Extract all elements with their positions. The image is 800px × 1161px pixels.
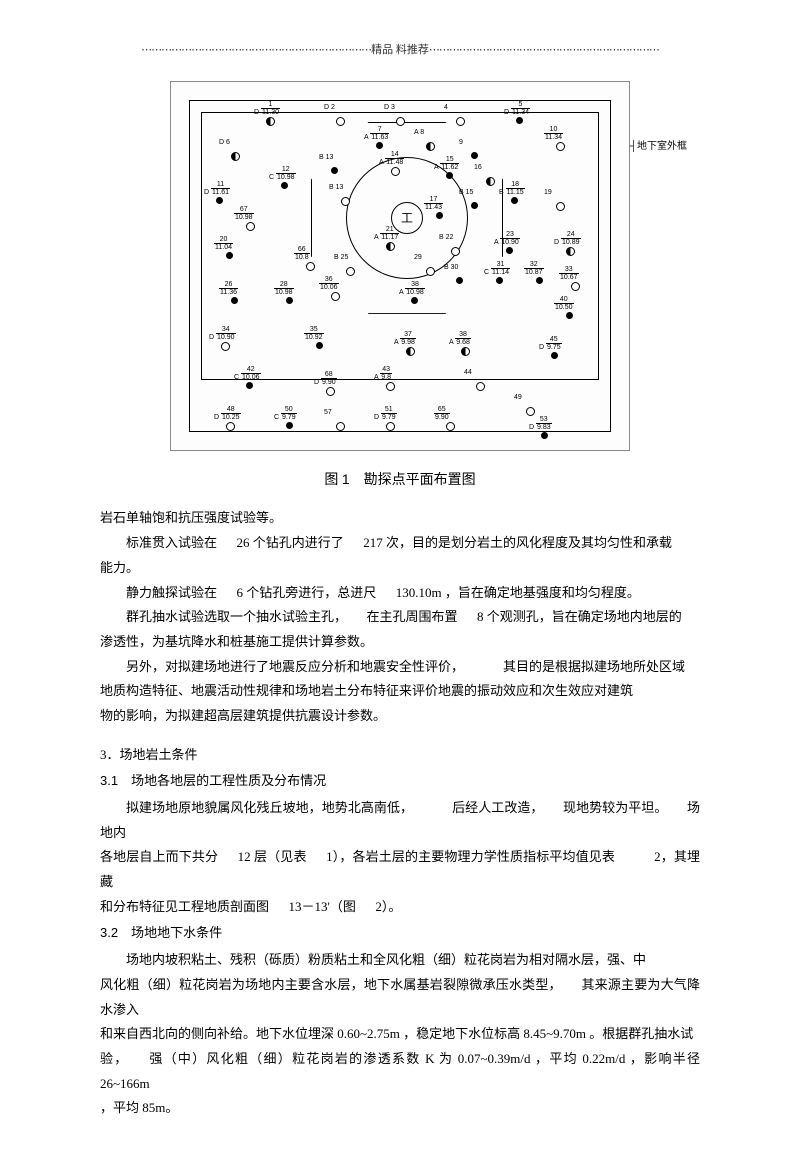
point-label: 2611.36 bbox=[219, 281, 238, 299]
text-line: 静力触探试验在6 个钻孔旁进行，总进尺130.10m ，旨在确定地基强度和均匀程… bbox=[100, 581, 700, 606]
point-label: D 3 bbox=[384, 101, 395, 114]
survey-point bbox=[476, 382, 485, 391]
text-line: 和分布特征见工程地质剖面图13－13'（图2）。 bbox=[100, 895, 700, 920]
survey-point bbox=[471, 152, 478, 159]
point-label: B 30 bbox=[444, 261, 458, 274]
point-label: 6610.8 bbox=[294, 246, 310, 264]
point-label: B 13 bbox=[319, 151, 333, 164]
point-label: 659.90 bbox=[434, 406, 450, 424]
point-label: D 2410.89 bbox=[554, 231, 581, 249]
survey-point bbox=[426, 267, 435, 276]
page-header: ⋯⋯⋯⋯⋯⋯⋯⋯⋯⋯⋯⋯⋯⋯⋯⋯⋯⋯⋯⋯⋯⋯⋯精品 料推荐⋯⋯⋯⋯⋯⋯⋯⋯⋯⋯⋯… bbox=[100, 40, 700, 61]
survey-point bbox=[331, 167, 338, 174]
point-label: C 3111.14 bbox=[484, 261, 510, 279]
text-line: 拟建场地原地貌属风化残丘坡地，地势北高南低，后经人工改造，现地势较为平坦。场地内 bbox=[100, 796, 700, 845]
survey-point bbox=[341, 197, 350, 206]
point-label: 3310.67 bbox=[559, 266, 579, 284]
point-label: B 22 bbox=[439, 231, 453, 244]
point-label: B 13 bbox=[329, 181, 343, 194]
survey-point bbox=[336, 422, 345, 431]
text-line: ，平均 85m。 bbox=[100, 1096, 700, 1121]
point-label: 16 bbox=[474, 161, 482, 174]
point-label: A 439.8 bbox=[374, 366, 392, 384]
point-label: D 459.75 bbox=[539, 336, 562, 354]
survey-point bbox=[456, 277, 463, 284]
survey-point bbox=[336, 117, 345, 126]
point-label: D 519.79 bbox=[374, 406, 397, 424]
section-3-1: 3.1 场地各地层的工程性质及分布情况 bbox=[100, 769, 700, 794]
point-label: 3610.06 bbox=[319, 276, 339, 294]
text-line: 标准贯入试验在26 个钻孔内进行了217 次，目的是划分岩土的风化程度及其均匀性… bbox=[100, 531, 700, 556]
section-3: 3．场地岩土条件 bbox=[100, 743, 700, 768]
survey-point bbox=[526, 407, 535, 416]
text-line: 岩石单轴饱和抗压强度试验等。 bbox=[100, 506, 700, 531]
point-label: 3510.92 bbox=[304, 326, 324, 344]
section-3-2: 3.2 场地地下水条件 bbox=[100, 921, 700, 946]
point-label: B 1811.15 bbox=[499, 181, 525, 199]
text-line: 物的影响，为拟建超高层建筑提供抗震设计参数。 bbox=[100, 704, 700, 729]
figure-1-plan: 工 ┤地下室外框 D 111.30D 2D 34D 511.34D 6A 711… bbox=[170, 81, 630, 451]
survey-point bbox=[471, 202, 478, 209]
text-line: 各地层自上而下共分12 层（见表1），各岩土层的主要物理力学性质指标平均值见表2… bbox=[100, 845, 700, 894]
point-label: 2810.98 bbox=[274, 281, 294, 299]
survey-point bbox=[426, 142, 435, 151]
survey-point bbox=[556, 202, 565, 211]
point-label: A 1411.48 bbox=[379, 151, 404, 169]
point-label: 1711.43 bbox=[424, 196, 443, 214]
point-label: A 2310.90 bbox=[494, 231, 520, 249]
point-label: 29 bbox=[414, 251, 422, 264]
survey-point bbox=[451, 247, 460, 256]
point-label: B 25 bbox=[334, 251, 348, 264]
text-line: 地质构造特征、地震活动性规律和场地岩土分布特征来评价地震的振动效应和次生效应对建… bbox=[100, 679, 700, 704]
point-label: 49 bbox=[514, 391, 522, 404]
point-label: A 389.68 bbox=[449, 331, 471, 349]
point-label: 57 bbox=[324, 406, 332, 419]
point-label: A 2111.17 bbox=[374, 226, 399, 244]
survey-point bbox=[486, 177, 495, 186]
survey-point bbox=[346, 267, 355, 276]
text-line: 能力。 bbox=[100, 556, 700, 581]
point-label: D 4810.25 bbox=[214, 406, 241, 424]
point-label: A 1511.62 bbox=[434, 156, 459, 174]
survey-point bbox=[231, 152, 240, 161]
point-label: 1011.34 bbox=[544, 126, 563, 144]
text-line: 另外，对拟建场地进行了地震反应分析和地震安全性评价，其目的是根据拟建场地所处区域 bbox=[100, 655, 700, 680]
point-label: A 8 bbox=[414, 126, 424, 139]
point-label: D 3410.90 bbox=[209, 326, 236, 344]
text-line: 渗透性，为基坑降水和桩基施工提供计算参数。 bbox=[100, 630, 700, 655]
side-label: ┤地下室外框 bbox=[630, 137, 687, 156]
point-label: 2011.04 bbox=[214, 236, 233, 254]
point-label: D 6 bbox=[219, 136, 230, 149]
point-label: D 111.30 bbox=[254, 101, 280, 119]
text-line: 群孔抽水试验选取一个抽水试验主孔，在主孔周围布置8 个观测孔，旨在确定场地内地层… bbox=[100, 605, 700, 630]
text-line: 风化粗（细）粒花岗岩为场地内主要含水层，地下水属基岩裂隙微承压水类型，其来源主要… bbox=[100, 973, 700, 1022]
text-line: 和来自西北向的侧向补给。地下水位埋深 0.60~2.75m ，稳定地下水位标高 … bbox=[100, 1022, 700, 1047]
point-label: D 511.34 bbox=[504, 101, 530, 119]
point-label: C 1210.98 bbox=[269, 166, 296, 184]
point-label: 19 bbox=[544, 186, 552, 199]
point-label: D 1111.61 bbox=[204, 181, 230, 199]
point-label: 4 bbox=[444, 101, 448, 114]
point-label: A 711.63 bbox=[364, 126, 389, 144]
text-line: 场地内坡积粘土、残积（砾质）粉质粘土和全风化粗（细）粒花岗岩为相对隔水层，强、中 bbox=[100, 948, 700, 973]
point-label: C 509.79 bbox=[274, 406, 297, 424]
point-label: A 3810.98 bbox=[399, 281, 425, 299]
survey-point bbox=[456, 117, 465, 126]
point-label: D 2 bbox=[324, 101, 335, 114]
point-label: 4010.50 bbox=[554, 296, 574, 314]
point-label: 44 bbox=[464, 366, 472, 379]
survey-point bbox=[396, 117, 405, 126]
point-label: 3210.87 bbox=[524, 261, 544, 279]
point-label: 9 bbox=[459, 136, 463, 149]
figure-caption: 图 1 勘探点平面布置图 bbox=[100, 466, 700, 495]
point-label: 6710.98 bbox=[234, 206, 254, 224]
point-label: D 539.83 bbox=[529, 416, 552, 434]
text-line: 验，强（中）风化粗（细）粒花岗岩的渗透系数 K 为 0.07~0.39m/d ，… bbox=[100, 1047, 700, 1096]
point-label: A 379.98 bbox=[394, 331, 416, 349]
point-label: C 4210.06 bbox=[234, 366, 261, 384]
point-label: D 689.90 bbox=[314, 371, 337, 389]
point-label: B 15 bbox=[459, 186, 473, 199]
